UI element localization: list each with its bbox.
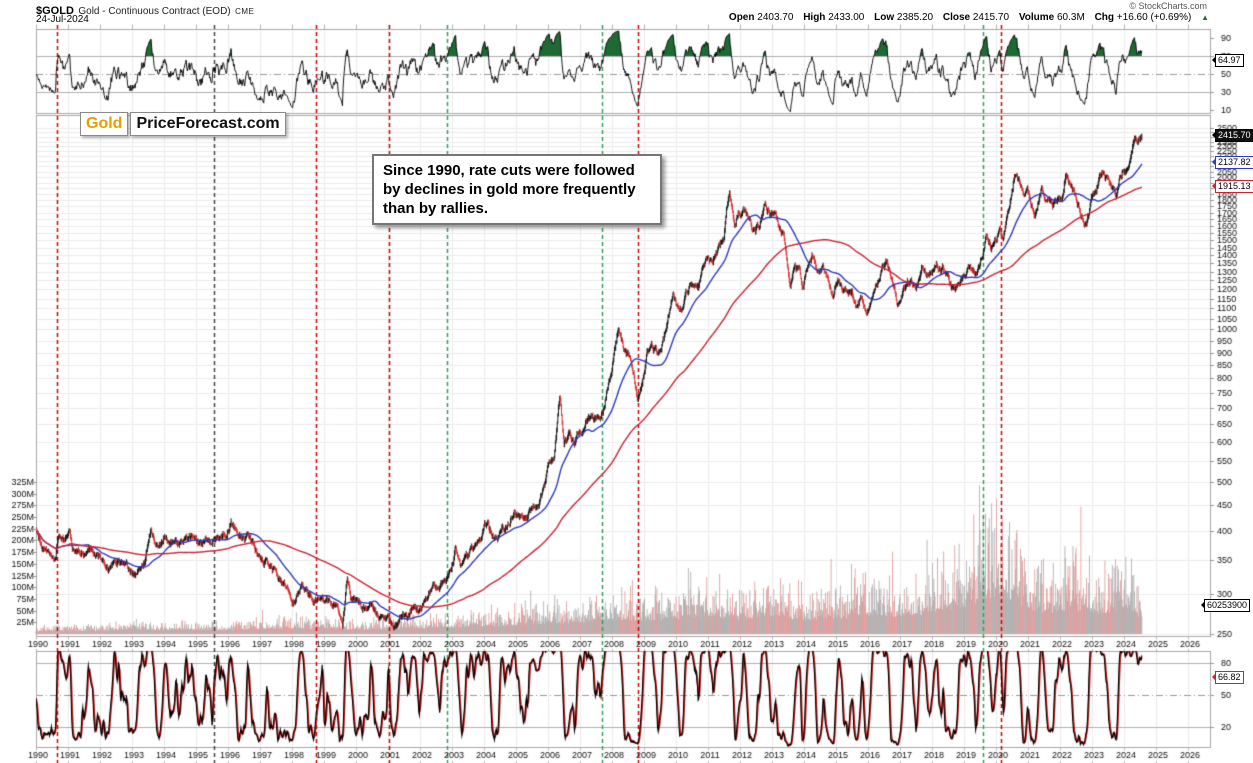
close-label: Close xyxy=(942,12,971,23)
high-label: High xyxy=(803,12,826,23)
change-value: +16.60 (+0.69%) xyxy=(1116,12,1192,23)
ma-fast-value-box: 2137.82 xyxy=(1212,156,1253,169)
open-label: Open xyxy=(728,12,755,23)
stoch-value-box: 66.82 xyxy=(1212,671,1244,684)
quote-summary: Open 2403.70 High 2433.00 Low 2385.20 Cl… xyxy=(729,12,1209,23)
annotation-box: Since 1990, rate cuts were followed by d… xyxy=(372,154,662,225)
logo-gold-text: Gold xyxy=(80,112,129,136)
volume-value-box: 60253900 xyxy=(1200,599,1251,612)
low-value: 2385.20 xyxy=(896,12,934,23)
open-value: 2403.70 xyxy=(757,12,794,23)
volume-value: 60.3M xyxy=(1056,12,1085,23)
close-price-box: 2415.70 xyxy=(1212,129,1253,142)
symbol-description: Gold - Continuous Contract (EOD) xyxy=(78,6,231,17)
chart-date: 24-Jul-2024 xyxy=(36,14,89,25)
high-value: 2433.00 xyxy=(828,12,865,23)
close-value: 2415.70 xyxy=(972,12,1010,23)
low-label: Low xyxy=(874,12,895,23)
chart-header: $GOLD Gold - Continuous Contract (EOD) C… xyxy=(36,1,254,19)
volume-label: Volume xyxy=(1018,12,1055,23)
goldpriceforecast-logo: Gold PriceForecast.com xyxy=(80,112,286,136)
rsi-value-box: 64.97 xyxy=(1212,54,1244,67)
up-arrow-icon: ▲ xyxy=(1201,13,1209,22)
ma-slow-value-box: 1915.13 xyxy=(1212,180,1253,193)
logo-priceforecast-text: PriceForecast.com xyxy=(130,112,286,136)
symbol-label: $GOLD xyxy=(36,5,74,17)
stockcharts-watermark: © StockCharts.com xyxy=(1129,1,1207,11)
change-label: Chg xyxy=(1094,12,1115,23)
exchange-label: CME xyxy=(235,7,255,16)
